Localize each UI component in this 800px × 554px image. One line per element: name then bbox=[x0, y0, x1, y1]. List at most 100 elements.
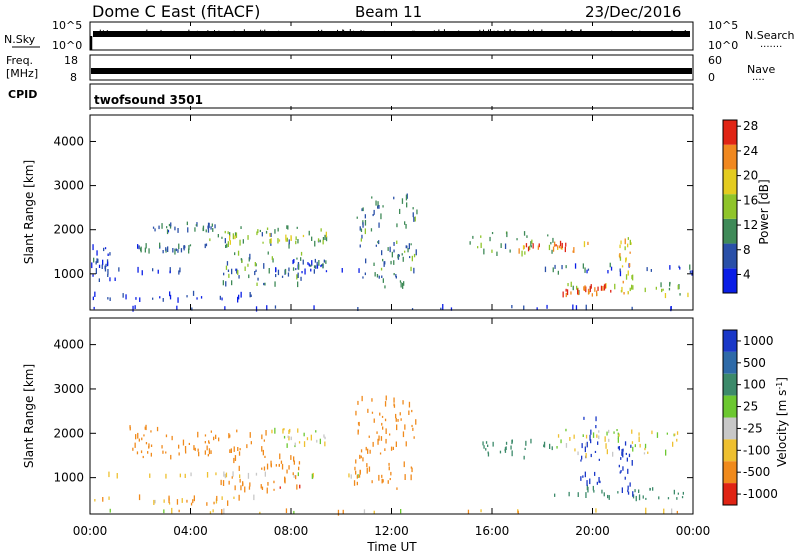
power-cell bbox=[356, 216, 358, 219]
vel-cell bbox=[140, 450, 143, 454]
vel-cell bbox=[617, 446, 620, 449]
vel-cell bbox=[628, 453, 631, 458]
power-cell bbox=[139, 297, 141, 302]
vel-cell bbox=[638, 436, 640, 442]
vel-cell bbox=[400, 418, 402, 421]
power-cell bbox=[292, 267, 295, 271]
vel-cell bbox=[192, 499, 194, 504]
power-cell bbox=[167, 246, 169, 252]
vel-cell bbox=[467, 509, 470, 515]
vel-cell bbox=[631, 429, 633, 434]
power-cell bbox=[192, 290, 195, 296]
power-cell bbox=[231, 268, 233, 275]
power-cell bbox=[122, 293, 124, 298]
vel-cell bbox=[190, 502, 193, 506]
power-panel: 1000 2000 3000 4000 Slant Range [km] bbox=[22, 114, 694, 312]
power-cell bbox=[250, 294, 252, 297]
power-cell bbox=[602, 286, 604, 291]
vel-cell bbox=[393, 397, 395, 403]
power-cell bbox=[670, 306, 672, 312]
power-cell bbox=[138, 245, 140, 250]
power-cell bbox=[324, 234, 326, 240]
power-cell bbox=[288, 243, 290, 249]
vel-cell bbox=[604, 436, 606, 442]
vel-cell bbox=[360, 449, 363, 453]
power-cell bbox=[174, 248, 176, 255]
power-cell bbox=[359, 226, 361, 231]
vel-cell bbox=[621, 452, 623, 456]
power-cell bbox=[92, 244, 94, 251]
power-cell bbox=[237, 250, 240, 256]
vel-cell bbox=[582, 475, 584, 478]
power-cell bbox=[589, 286, 591, 293]
vel-cell bbox=[135, 434, 137, 440]
vel-cell bbox=[288, 465, 290, 470]
vel-cell bbox=[612, 451, 614, 457]
power-cell bbox=[496, 251, 498, 256]
power-cell bbox=[170, 222, 172, 227]
velocity-colorbar-swatch bbox=[723, 417, 737, 440]
vel-cell bbox=[638, 489, 640, 493]
vel-cell bbox=[382, 426, 384, 430]
vel-cell bbox=[645, 497, 647, 500]
power-cell bbox=[480, 242, 482, 248]
vel-cell bbox=[543, 441, 546, 448]
vel-cell bbox=[209, 511, 212, 514]
vel-cell bbox=[639, 443, 641, 448]
vel-cell bbox=[390, 471, 392, 476]
vel-cell bbox=[617, 432, 619, 435]
power-cell bbox=[405, 224, 407, 229]
power-cell bbox=[491, 249, 493, 253]
vel-cell bbox=[385, 428, 387, 434]
power-cell bbox=[374, 272, 376, 277]
freq-right-label: Nave bbox=[747, 63, 775, 76]
power-cell bbox=[401, 253, 403, 256]
power-cell bbox=[159, 242, 161, 248]
velocity-colorbar-swatch bbox=[723, 373, 737, 396]
power-cell bbox=[372, 214, 374, 217]
power-cell bbox=[254, 271, 256, 276]
power-cell bbox=[202, 225, 205, 231]
power-cell bbox=[395, 274, 397, 278]
power-cell bbox=[500, 243, 502, 248]
power-cell bbox=[316, 264, 319, 269]
vel-cell bbox=[397, 419, 399, 422]
power-cell bbox=[554, 264, 556, 269]
power-cell bbox=[381, 275, 383, 278]
power-cell bbox=[400, 282, 402, 288]
power-cell bbox=[144, 247, 146, 253]
power-cell bbox=[398, 254, 400, 257]
vel-cell bbox=[222, 480, 225, 486]
vel-cell bbox=[283, 428, 285, 431]
vel-cell bbox=[206, 472, 209, 478]
vel-cell bbox=[295, 475, 297, 480]
vel-cell bbox=[413, 436, 415, 439]
vel-cell bbox=[551, 446, 553, 451]
power-cell bbox=[238, 275, 240, 279]
power-cell bbox=[627, 243, 629, 248]
power-cell bbox=[399, 280, 402, 283]
vel-cell bbox=[605, 443, 607, 449]
vel-cell bbox=[598, 430, 600, 433]
power-cell bbox=[102, 259, 104, 266]
power-cell bbox=[691, 270, 693, 276]
vel-cell bbox=[676, 431, 679, 435]
vel-cell bbox=[415, 419, 417, 423]
power-cell bbox=[677, 284, 679, 290]
power-cell bbox=[278, 239, 281, 242]
vel-cell bbox=[627, 485, 629, 490]
power-cell bbox=[186, 221, 188, 226]
vel-cell bbox=[316, 439, 318, 443]
power-cell bbox=[240, 291, 242, 298]
power-cell bbox=[621, 286, 623, 293]
vel-cell bbox=[270, 460, 272, 467]
noise-band bbox=[93, 31, 690, 37]
power-cell bbox=[180, 248, 183, 253]
power-cell bbox=[376, 274, 379, 278]
power-cell bbox=[321, 264, 323, 267]
vel-cell bbox=[244, 486, 246, 493]
power-cell bbox=[103, 247, 105, 252]
power-colorbar-swatch bbox=[723, 268, 737, 293]
power-cell bbox=[391, 251, 393, 258]
power-cell bbox=[238, 294, 240, 300]
